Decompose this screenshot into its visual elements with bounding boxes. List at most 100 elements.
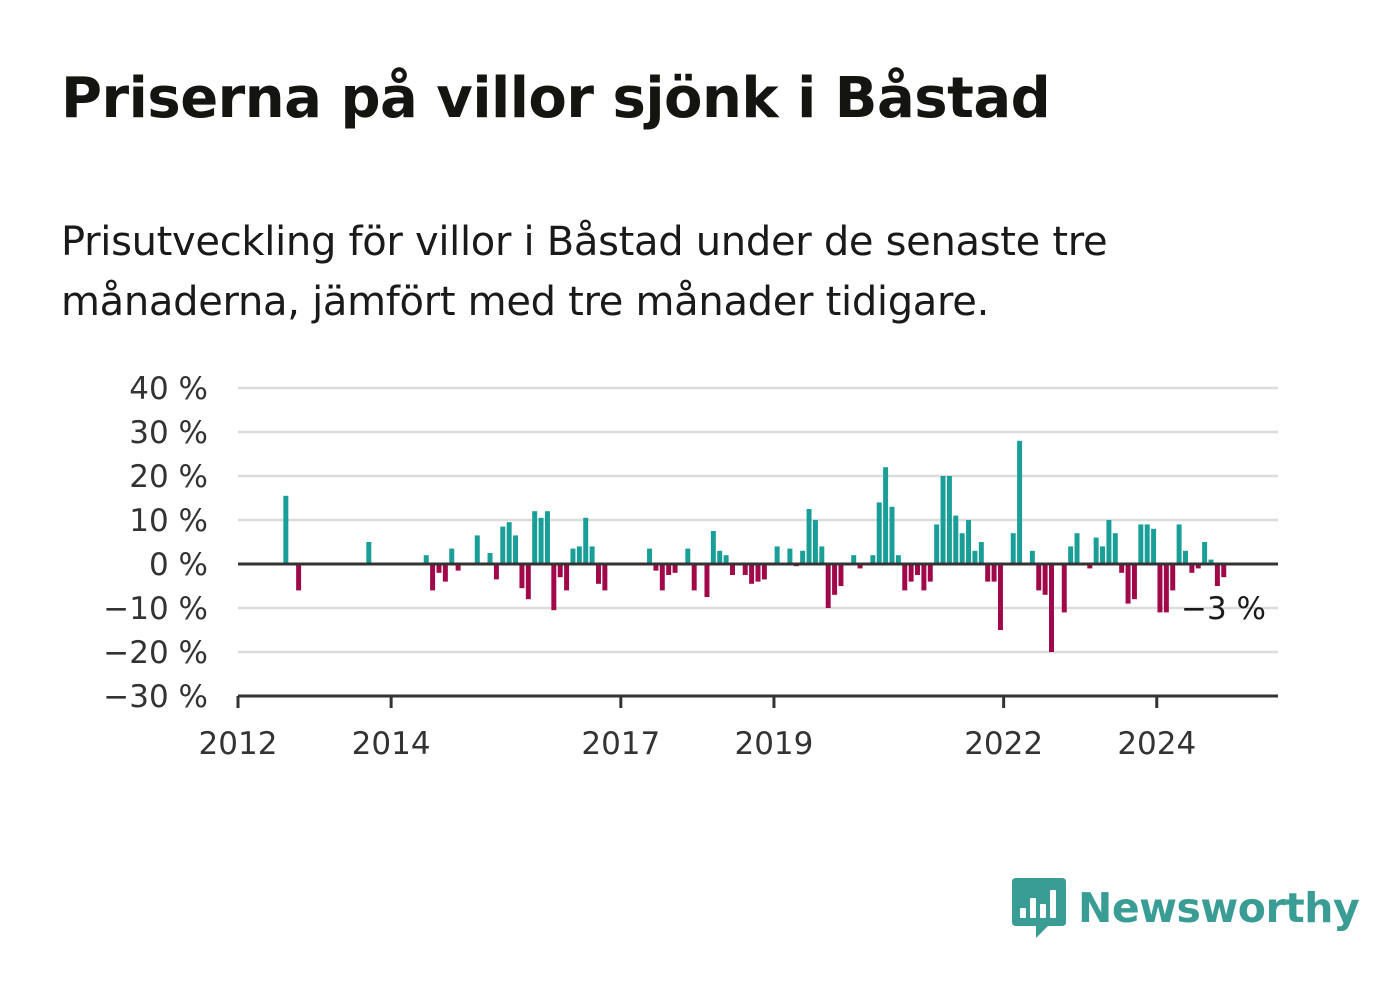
x-axis: 2012 2014 2017 2019 2022 2024: [199, 694, 1278, 762]
bar: [978, 542, 984, 564]
bar: [1042, 564, 1048, 595]
bar: [659, 564, 665, 591]
bar: [1208, 559, 1214, 564]
bar: [934, 524, 940, 564]
bar: [1176, 524, 1182, 564]
y-tick-label: −20 %: [103, 635, 208, 671]
bar: [1157, 564, 1163, 613]
bar: [1131, 564, 1137, 600]
bar: [423, 555, 429, 564]
last-value-label: −3 %: [1181, 591, 1266, 627]
bar: [596, 564, 601, 584]
bar: [653, 564, 659, 571]
bar: [812, 520, 818, 564]
bar: [1125, 564, 1131, 604]
x-tick-label: 2019: [734, 726, 813, 762]
logo-wordmark: Newsworthy: [1078, 884, 1360, 932]
bar: [959, 533, 965, 564]
bar: [1061, 564, 1067, 613]
x-tick-label: 2024: [1117, 726, 1196, 762]
bar: [825, 564, 831, 608]
bar: [366, 542, 372, 564]
bar: [908, 564, 914, 582]
bar: [1189, 564, 1195, 573]
bar: [876, 502, 882, 564]
bar: [296, 564, 302, 591]
bar: [283, 495, 289, 564]
bar: [576, 546, 582, 564]
bar: [691, 564, 697, 591]
bar: [704, 564, 710, 597]
bar: [474, 535, 480, 564]
bar: [1074, 533, 1080, 564]
bar: [1017, 440, 1023, 564]
bar: [838, 564, 844, 586]
bar: [1119, 564, 1125, 573]
bar: [436, 564, 442, 573]
bar: [755, 564, 761, 582]
bar: [902, 564, 908, 591]
bar: [506, 522, 512, 564]
bar: [1010, 533, 1016, 564]
bar: [1112, 533, 1118, 564]
bar: [525, 564, 531, 600]
y-tick-label: 40 %: [129, 371, 208, 407]
bar: [1036, 564, 1042, 591]
bar: [895, 555, 901, 564]
bar: [570, 548, 576, 564]
bar: [857, 564, 863, 569]
y-tick-label: 20 %: [129, 459, 208, 495]
bar: [985, 564, 991, 582]
x-tick-label: 2017: [581, 726, 660, 762]
bar: [1163, 564, 1169, 613]
bar: [1144, 524, 1150, 564]
bar: [1183, 550, 1188, 564]
bar-chart: 40 %30 %20 %10 %0 %−10 %−20 %−30 % 2012 2…: [103, 371, 1278, 762]
bar: [851, 555, 857, 564]
newsworthy-logo: Newsworthy: [1012, 878, 1360, 938]
bar: [787, 548, 793, 564]
bar: [544, 511, 550, 564]
bar: [972, 550, 978, 564]
bar: [1068, 546, 1074, 564]
bar: [915, 564, 920, 575]
bar: [1170, 564, 1176, 591]
bar: [1087, 564, 1093, 569]
x-tick-label: 2012: [199, 726, 278, 762]
bar: [487, 553, 493, 564]
bar: [493, 564, 499, 580]
bar: [927, 564, 933, 582]
bar: [513, 535, 519, 564]
bar: [666, 564, 672, 575]
bar: [449, 548, 455, 564]
bar: [806, 509, 812, 564]
bar: [551, 564, 557, 611]
bar: [717, 550, 723, 564]
chart-title: Priserna på villor sjönk i Båstad: [61, 66, 1051, 131]
bar: [538, 517, 544, 564]
bar: [761, 564, 767, 580]
bar: [557, 564, 563, 578]
bar: [672, 564, 678, 573]
x-tick-label: 2022: [964, 726, 1043, 762]
bar: [602, 564, 608, 591]
bar: [1202, 542, 1208, 564]
bar: [583, 517, 589, 564]
y-tick-label: −10 %: [103, 591, 208, 627]
bar: [774, 546, 780, 564]
bar: [1221, 564, 1227, 578]
bar: [1195, 564, 1201, 569]
bar: [966, 520, 972, 564]
bar: [800, 550, 806, 564]
y-tick-label: 0 %: [149, 547, 208, 583]
y-tick-label: 30 %: [129, 415, 208, 451]
bar: [442, 564, 448, 582]
newsworthy-bar-chart-icon: [1012, 878, 1066, 938]
bar: [870, 555, 876, 564]
bar: [519, 564, 525, 589]
bar: [647, 548, 653, 564]
bar: [819, 546, 825, 564]
bar: [889, 506, 895, 564]
chart-subtitle: Prisutveckling för villor i Båstad under…: [61, 219, 1108, 325]
bar: [1214, 564, 1220, 586]
